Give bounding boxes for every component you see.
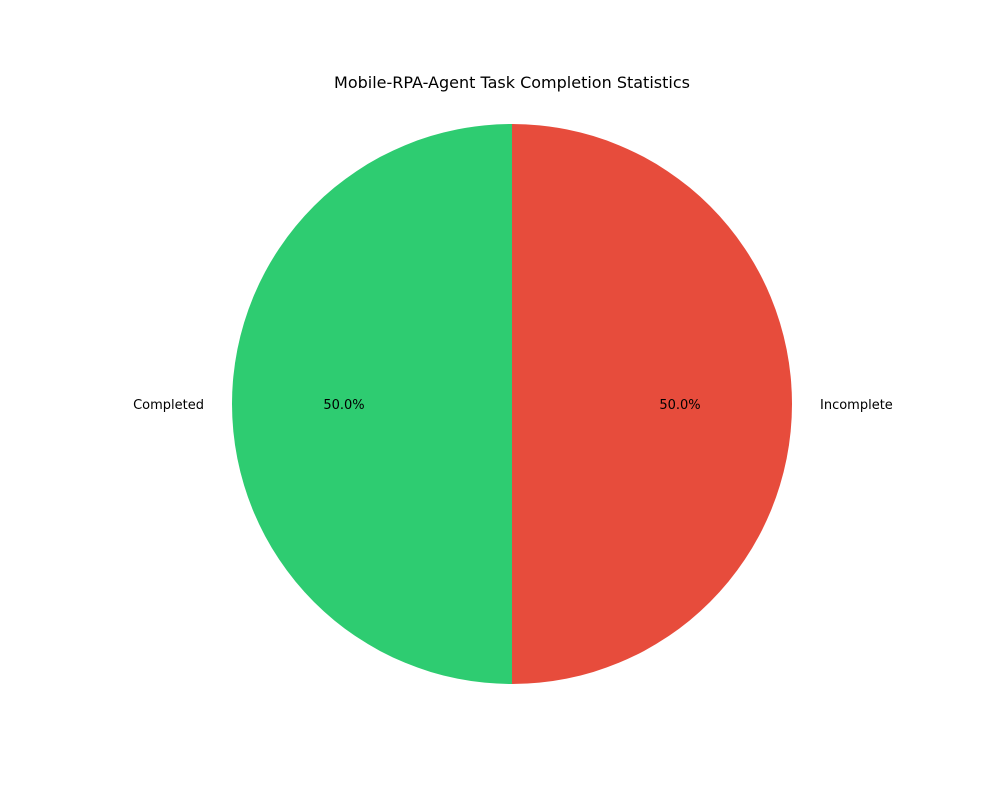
slice-percent-incomplete: 50.0% — [659, 398, 700, 413]
chart-title: Mobile-RPA-Agent Task Completion Statist… — [334, 73, 690, 92]
slice-label-incomplete: Incomplete — [820, 398, 893, 413]
pie-slices — [232, 124, 792, 684]
pie-slice-completed — [232, 124, 512, 684]
slice-percent-completed: 50.0% — [323, 398, 364, 413]
slice-label-completed: Completed — [133, 398, 204, 413]
pie-slice-incomplete — [512, 124, 792, 684]
pie-labels: Completed 50.0% Incomplete 50.0% — [133, 398, 893, 413]
